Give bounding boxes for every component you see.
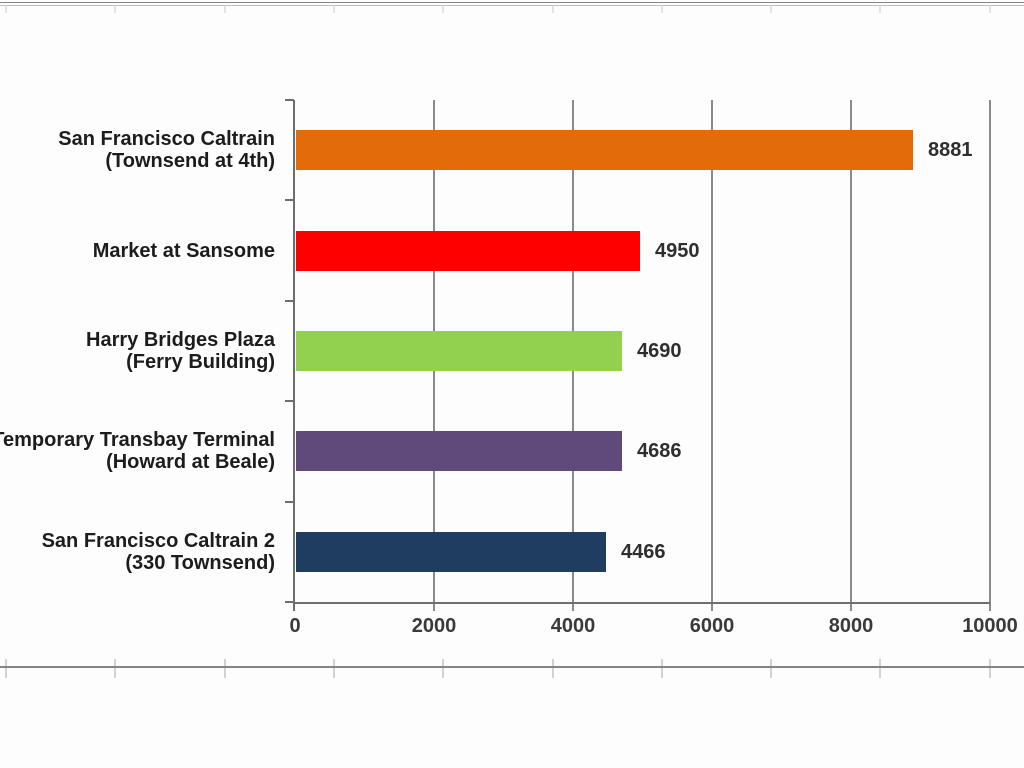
gridline-10000 <box>989 100 991 611</box>
bottom-frame-line <box>0 666 1024 668</box>
gridline-8000 <box>850 100 852 611</box>
category-label-line: (Townsend at 4th) <box>105 150 275 172</box>
x-tick-label: 10000 <box>962 615 1018 637</box>
column-tick <box>114 5 116 13</box>
column-tick <box>114 659 116 678</box>
value-label: 4950 <box>655 240 700 262</box>
category-label-line: (330 Townsend) <box>125 552 275 574</box>
bar-harry-bridges-plaza-ferry-building <box>296 331 622 371</box>
category-label: Market at Sansome <box>93 240 275 262</box>
y-axis-tick <box>285 400 294 403</box>
value-label: 4690 <box>637 340 682 362</box>
value-label: 4686 <box>637 440 682 462</box>
column-tick <box>879 659 881 678</box>
column-tick <box>224 5 226 13</box>
x-tick-label: 4000 <box>550 615 596 637</box>
column-tick <box>770 5 772 13</box>
column-tick <box>333 659 335 678</box>
column-tick <box>989 659 991 678</box>
column-tick <box>5 5 7 13</box>
column-tick <box>661 659 663 678</box>
value-label: 8881 <box>928 139 973 161</box>
top-frame-line-light <box>0 5 1024 6</box>
category-label-line: San Francisco Caltrain <box>58 128 275 150</box>
bar-san-francisco-caltrain-2-330-townsend <box>296 532 606 572</box>
y-axis-line <box>293 100 295 611</box>
category-label-line: (Ferry Building) <box>126 351 275 373</box>
y-axis-tick <box>285 99 294 101</box>
column-tick <box>989 5 991 13</box>
category-label: San Francisco Caltrain 2 (330 Townsend) <box>42 530 275 574</box>
category-label-line: (Howard at Beale) <box>106 451 275 473</box>
bar-san-francisco-caltrain-townsend-at-4th <box>296 130 913 170</box>
x-axis-line <box>293 602 990 604</box>
category-label-line: Market at Sansome <box>92 240 275 262</box>
column-tick <box>552 5 554 13</box>
y-axis-tick <box>285 601 294 603</box>
column-tick <box>442 5 444 13</box>
column-tick <box>552 659 554 678</box>
gridline-6000 <box>711 100 713 611</box>
category-label-line: San Francisco Caltrain 2 <box>41 530 275 552</box>
x-tick-label: 6000 <box>689 615 735 637</box>
category-label-line: Temporary Transbay Terminal <box>0 429 275 451</box>
y-axis-tick <box>285 299 294 302</box>
column-tick <box>224 659 226 678</box>
column-tick <box>442 659 444 678</box>
column-tick <box>5 659 7 678</box>
bar-temporary-transbay-terminal-howard-at-beale <box>296 431 622 471</box>
category-label-line: Harry Bridges Plaza <box>86 329 275 351</box>
category-label: Harry Bridges Plaza (Ferry Building) <box>86 329 275 373</box>
value-label: 4466 <box>621 541 666 563</box>
x-tick-label: 0 <box>289 615 301 637</box>
x-tick-label: 2000 <box>411 615 457 637</box>
category-label: Temporary Transbay Terminal (Howard at Be… <box>0 429 275 473</box>
top-frame-line-dark <box>0 2 1024 3</box>
y-axis-tick <box>285 199 294 202</box>
column-tick <box>661 5 663 13</box>
column-tick <box>770 659 772 678</box>
bar-market-at-sansome <box>296 231 640 271</box>
category-label: San Francisco Caltrain (Townsend at 4th) <box>58 128 275 172</box>
column-tick <box>879 5 881 13</box>
y-axis-tick <box>285 500 294 503</box>
x-tick-label: 8000 <box>828 615 874 637</box>
column-tick <box>333 5 335 13</box>
